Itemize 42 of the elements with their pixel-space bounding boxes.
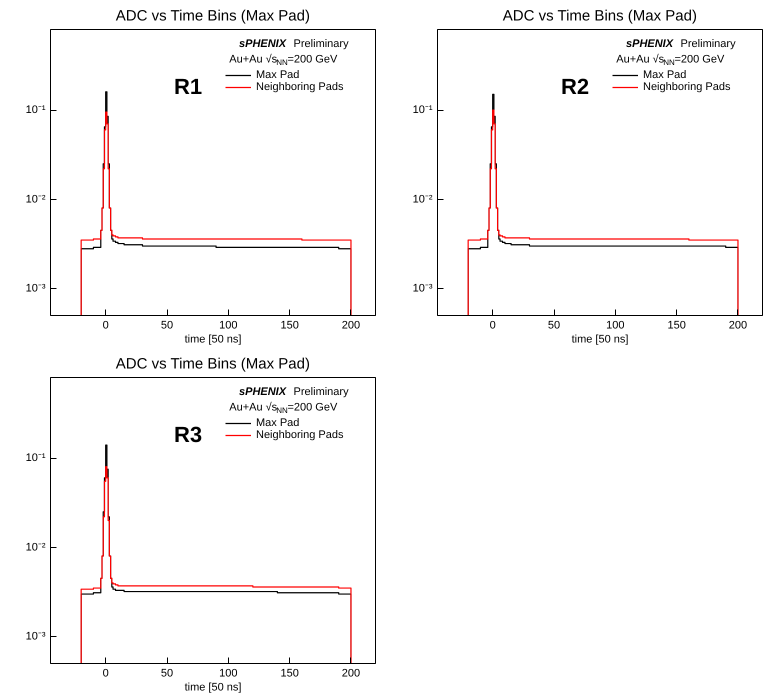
annotation: R3: [174, 422, 202, 448]
x-tick-label: 100: [219, 320, 238, 332]
chart-title: ADC vs Time Bins (Max Pad): [502, 8, 697, 24]
y-tick-label: 10⁻²: [412, 193, 433, 206]
x-tick-label: 0: [490, 320, 496, 332]
legend-label: Max Pad: [643, 69, 686, 81]
x-axis-title: time [50 ns]: [572, 334, 628, 346]
x-tick-label: 0: [102, 320, 109, 332]
annotation: sPHENIX Preliminary: [239, 386, 350, 398]
legend-label: Neighboring Pads: [643, 81, 730, 93]
y-tick-label: 10⁻¹: [412, 104, 433, 116]
legend-label: Max Pad: [256, 69, 300, 81]
y-tick-label: 10⁻²: [26, 541, 46, 554]
annotation: R2: [561, 74, 590, 100]
chart-title: ADC vs Time Bins (Max Pad): [116, 356, 310, 372]
x-tick-label: 50: [548, 320, 560, 332]
annotation: R1: [174, 74, 202, 100]
y-tick-label: 10⁻³: [26, 630, 46, 643]
y-tick-label: 10⁻³: [412, 282, 433, 295]
legend-label: Neighboring Pads: [256, 81, 344, 93]
y-tick-label: 10⁻¹: [26, 452, 46, 464]
x-tick-label: 150: [667, 320, 686, 332]
chart-title: ADC vs Time Bins (Max Pad): [116, 8, 310, 24]
x-tick-label: 50: [160, 668, 174, 680]
annotation: sPHENIX Preliminary: [239, 38, 350, 50]
x-axis-title: time [50 ns]: [184, 682, 242, 694]
x-tick-label: 150: [280, 668, 299, 680]
y-tick-label: 10⁻²: [26, 193, 46, 206]
x-axis-title: time [50 ns]: [184, 334, 242, 346]
y-tick-label: 10⁻³: [26, 282, 46, 295]
x-tick-label: 200: [342, 320, 360, 332]
x-tick-label: 100: [219, 668, 238, 680]
legend-label: Neighboring Pads: [256, 429, 344, 441]
x-tick-label: 200: [728, 320, 748, 332]
x-tick-label: 200: [342, 668, 360, 680]
legend-label: Max Pad: [256, 417, 300, 429]
x-tick-label: 50: [160, 320, 174, 332]
y-tick-label: 10⁻¹: [26, 104, 46, 116]
x-tick-label: 0: [102, 668, 109, 680]
x-tick-label: 100: [606, 320, 625, 332]
x-tick-label: 150: [280, 320, 299, 332]
annotation: sPHENIX Preliminary: [626, 38, 736, 50]
